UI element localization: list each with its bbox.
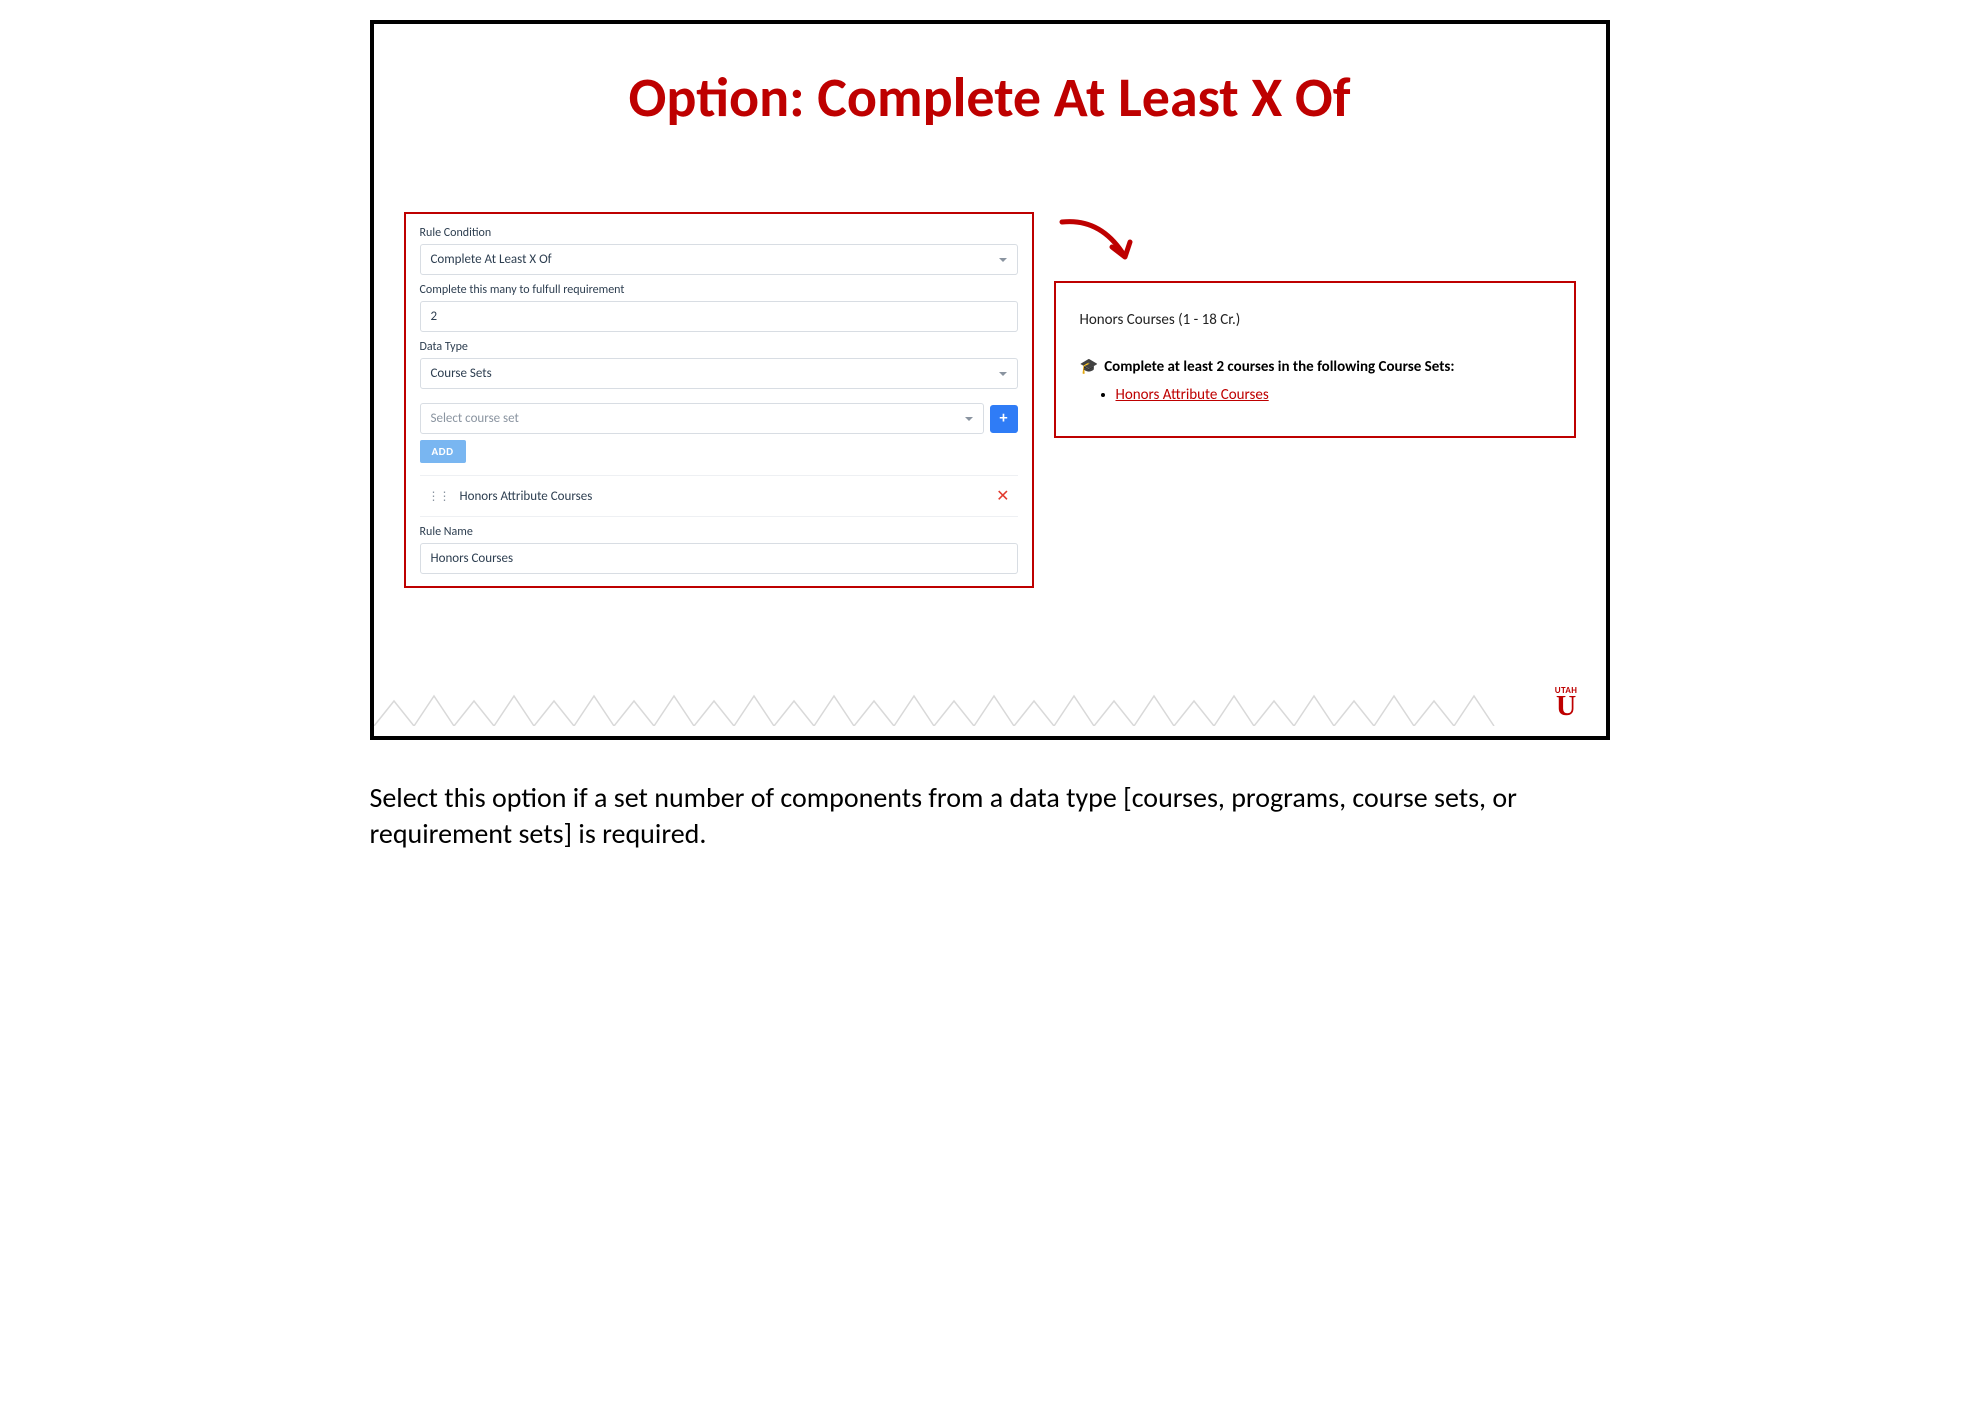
remove-icon[interactable]: ✕ xyxy=(996,486,1009,506)
graduation-cap-icon: 🎓 xyxy=(1080,357,1099,376)
drag-handle-icon[interactable]: ⋮⋮ xyxy=(428,489,450,504)
rule-condition-label: Rule Condition xyxy=(420,226,1018,240)
course-item: ⋮⋮ Honors Attribute Courses ✕ xyxy=(420,475,1018,517)
preview-panel: Honors Courses (1 - 18 Cr.) 🎓 Complete a… xyxy=(1054,281,1576,438)
data-type-select[interactable]: Course Sets xyxy=(420,358,1018,389)
count-input[interactable]: 2 xyxy=(420,301,1018,332)
course-set-row: Select course set + xyxy=(420,403,1018,434)
preview-link[interactable]: Honors Attribute Courses xyxy=(1116,386,1269,404)
preview-list-item: Honors Attribute Courses xyxy=(1116,386,1550,404)
slide-title: Option: Complete At Least X Of xyxy=(404,64,1576,132)
rule-name-value: Honors Courses xyxy=(431,551,514,566)
rule-name-label: Rule Name xyxy=(420,525,1018,539)
preview-list: Honors Attribute Courses xyxy=(1116,386,1550,404)
plus-icon: + xyxy=(1000,409,1008,428)
data-type-value: Course Sets xyxy=(431,366,492,381)
course-set-select[interactable]: Select course set xyxy=(420,403,984,434)
rule-condition-select[interactable]: Complete At Least X Of xyxy=(420,244,1018,275)
rule-condition-value: Complete At Least X Of xyxy=(431,252,552,267)
preview-side: Honors Courses (1 - 18 Cr.) 🎓 Complete a… xyxy=(1054,212,1576,438)
add-button[interactable]: ADD xyxy=(420,440,466,463)
utah-logo: UTAH U xyxy=(1555,685,1578,718)
mountain-border-decoration xyxy=(374,686,1574,726)
data-type-label: Data Type xyxy=(420,340,1018,354)
count-value: 2 xyxy=(431,309,438,324)
content-row: Rule Condition Complete At Least X Of Co… xyxy=(404,212,1576,588)
plus-button[interactable]: + xyxy=(990,405,1018,433)
arrow-icon xyxy=(1054,212,1144,272)
count-label: Complete this many to fulfull requiremen… xyxy=(420,283,1018,297)
slide-caption: Select this option if a set number of co… xyxy=(370,780,1610,853)
rule-form-panel: Rule Condition Complete At Least X Of Co… xyxy=(404,212,1034,588)
rule-name-input[interactable]: Honors Courses xyxy=(420,543,1018,574)
preview-rule-text: Complete at least 2 courses in the follo… xyxy=(1104,358,1454,376)
preview-heading: Honors Courses (1 - 18 Cr.) xyxy=(1080,311,1550,329)
logo-letter: U xyxy=(1555,696,1578,718)
course-item-label: Honors Attribute Courses xyxy=(460,489,593,504)
preview-rule: 🎓 Complete at least 2 courses in the fol… xyxy=(1080,357,1550,376)
course-item-left: ⋮⋮ Honors Attribute Courses xyxy=(428,489,593,504)
course-set-placeholder: Select course set xyxy=(431,411,519,426)
slide-frame: Option: Complete At Least X Of Rule Cond… xyxy=(370,20,1610,740)
